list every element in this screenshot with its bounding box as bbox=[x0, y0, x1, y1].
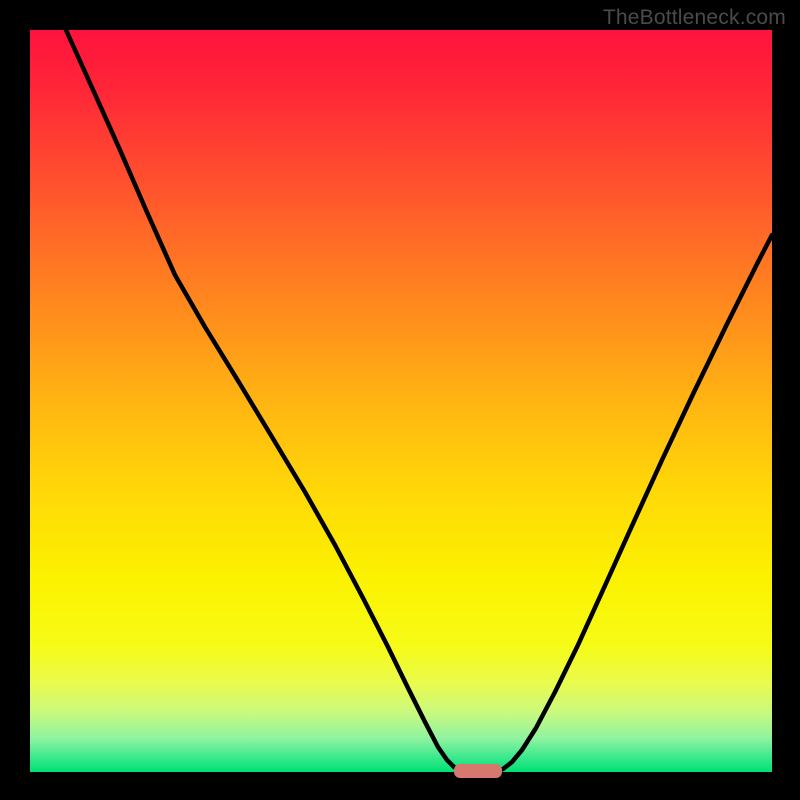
watermark-text: TheBottleneck.com bbox=[603, 6, 786, 30]
heatmap-gradient-area bbox=[30, 30, 772, 772]
optimal-marker bbox=[454, 764, 502, 778]
bottleneck-chart: TheBottleneck.com bbox=[0, 0, 800, 800]
